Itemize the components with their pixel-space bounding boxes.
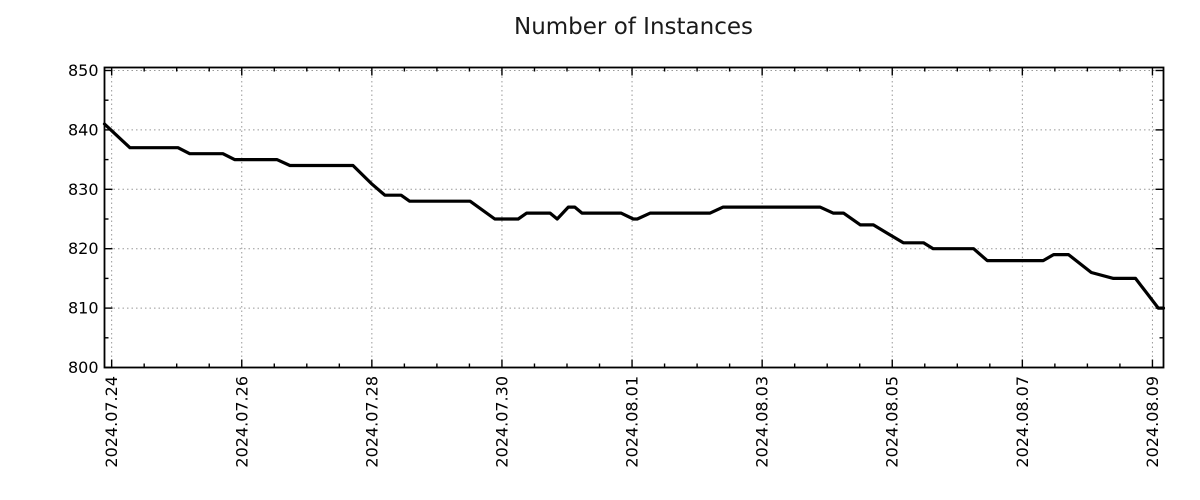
y-tick-label: 810	[68, 299, 99, 318]
y-tick-label: 800	[68, 358, 99, 377]
y-tick-label: 820	[68, 239, 99, 258]
x-tick-label: 2024.08.09	[1143, 376, 1162, 468]
x-tick-label: 2024.08.07	[1013, 376, 1032, 468]
x-tick-label: 2024.08.05	[883, 376, 902, 468]
x-tick-label: 2024.07.30	[492, 376, 511, 468]
plot-border	[103, 66, 1165, 369]
chart-title: Number of Instances	[514, 14, 753, 40]
x-tick-label: 2024.08.03	[753, 376, 772, 468]
y-tick-label: 830	[68, 180, 99, 199]
x-tick-label: 2024.07.28	[362, 376, 381, 468]
series-line	[102, 122, 1166, 310]
y-tick-label: 850	[68, 61, 99, 80]
x-tick-label: 2024.07.26	[232, 376, 251, 468]
y-tick-label: 840	[68, 120, 99, 139]
x-tick-label: 2024.07.24	[102, 376, 121, 468]
x-tick-label: 2024.08.01	[623, 376, 642, 468]
